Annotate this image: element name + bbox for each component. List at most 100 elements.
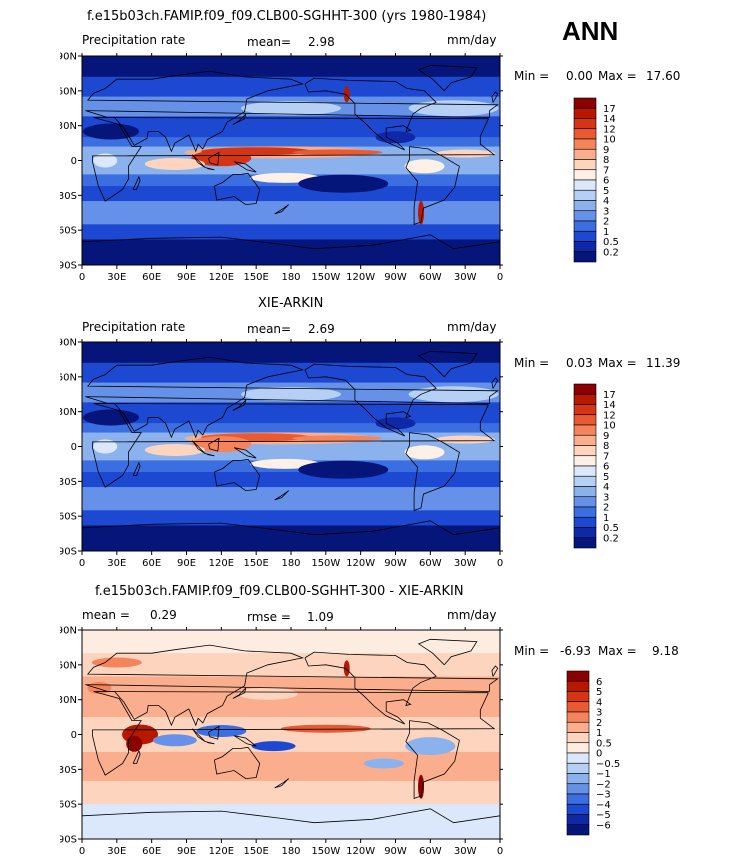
panel-2-title: XIE-ARKIN	[258, 296, 324, 311]
colorbar-swatch	[573, 414, 597, 426]
colorbar-label: 6	[603, 462, 609, 473]
panel-1-mean-label: mean=	[247, 35, 292, 49]
colorbar-label: 4	[596, 697, 602, 708]
colorbar-swatch	[573, 200, 597, 212]
coastline-segment	[85, 356, 499, 439]
x-tick-label: 0	[497, 272, 503, 283]
x-tick-label: 90E	[177, 272, 196, 283]
x-tick-label: 30E	[107, 272, 126, 283]
colorbar-label: 5	[603, 186, 609, 197]
colorbar-label: 3	[603, 492, 609, 503]
colorbar-swatch	[566, 680, 590, 692]
colorbar-label: 0.5	[603, 523, 619, 534]
coastline-segment	[274, 490, 289, 501]
colorbar-label: −5	[596, 810, 611, 821]
x-tick-label: 90W	[384, 846, 407, 857]
coastlines	[82, 350, 500, 536]
colorbar-swatch	[566, 721, 590, 733]
colorbar-swatch	[573, 97, 597, 109]
coastline-segment	[85, 644, 499, 727]
coastline-segment	[274, 204, 289, 215]
panel-2-mean-value: 2.69	[308, 322, 335, 336]
x-tick-label: 150W	[311, 272, 340, 283]
coastline-segment	[417, 350, 478, 378]
y-tick-label: 90S	[60, 835, 77, 846]
y-tick-label: 30N	[60, 407, 77, 418]
coastline-segment	[233, 161, 257, 173]
y-tick-label: 30S	[60, 191, 77, 202]
colorbar-swatch	[573, 138, 597, 150]
colorbar-label: 7	[603, 451, 609, 462]
panel-1-title: f.e15b03ch.FAMIP.f09_f09.CLB00-SGHHT-300…	[87, 9, 487, 24]
panel-1-max-label: Max =	[598, 69, 637, 83]
panel-1-min-value: 0.00	[566, 69, 593, 83]
y-tick-label: 60N	[60, 86, 77, 97]
coastline-segment	[205, 741, 215, 745]
season-label: ANN	[562, 16, 619, 46]
panel-2-units: mm/day	[447, 320, 497, 334]
map-field	[82, 342, 500, 551]
colorbar-swatch	[573, 128, 597, 140]
coastline-segment	[191, 154, 206, 168]
colorbar-label: 5	[603, 472, 609, 483]
coastline-segment	[82, 234, 500, 250]
colorbar-swatch	[566, 793, 590, 805]
panel-1-max-value: 17.60	[646, 69, 681, 83]
colorbar-label: 2	[603, 217, 609, 228]
y-tick-label: 30N	[60, 695, 77, 706]
colorbar-swatch	[566, 814, 590, 826]
panel-3-map: 030E60E90E120E150E180150W120W90W60W30W09…	[60, 626, 503, 858]
colorbar-swatch	[573, 210, 597, 222]
coastlines	[82, 638, 500, 824]
x-tick-label: 0	[79, 558, 85, 569]
colorbar-swatch	[573, 475, 597, 487]
x-tick-label: 150E	[243, 272, 268, 283]
y-tick-label: 30N	[60, 121, 77, 132]
colorbar-swatch	[573, 445, 597, 457]
coastline-segment	[304, 77, 437, 151]
colorbar-label: 0	[596, 749, 602, 760]
colorbar-label: 0.2	[603, 533, 619, 544]
colorbar-swatch	[573, 393, 597, 405]
colorbar-swatch	[573, 424, 597, 436]
y-tick-label: 0	[71, 442, 77, 453]
colorbar-swatch	[573, 506, 597, 518]
colorbar-swatch	[573, 434, 597, 446]
coastline-segment	[405, 432, 460, 511]
colorbar-swatch	[566, 701, 590, 713]
x-tick-label: 30W	[454, 558, 477, 569]
coastline-segment	[214, 458, 261, 492]
colorbar-label: 10	[603, 135, 616, 146]
coastline-segment	[191, 728, 206, 742]
coastline-segment	[233, 735, 257, 747]
y-tick-label: 60N	[60, 372, 77, 383]
colorbar-label: −1	[596, 769, 611, 780]
panel-3-title: f.e15b03ch.FAMIP.f09_f09.CLB00-SGHHT-300…	[95, 584, 464, 599]
coastline-segment	[232, 398, 247, 411]
colorbar-label: 9	[603, 145, 609, 156]
colorbar-label: −4	[596, 800, 611, 811]
x-tick-label: 120E	[209, 272, 234, 283]
colorbar-label: 6	[596, 677, 602, 688]
coastline-segment	[191, 440, 206, 454]
colorbar-label: 14	[603, 114, 616, 125]
coastline-segment	[92, 403, 496, 488]
colorbar-swatch	[573, 241, 597, 253]
colorbar-label: 1	[596, 728, 602, 739]
colorbar-label: 3	[596, 708, 602, 719]
panel-3-units: mm/day	[447, 608, 497, 622]
colorbar-label: 14	[603, 400, 616, 411]
colorbar-swatch	[573, 230, 597, 242]
colorbar-swatch	[573, 537, 597, 549]
colorbar-swatch	[573, 220, 597, 232]
coastline-segment	[417, 64, 478, 92]
x-tick-label: 180	[281, 272, 300, 283]
map-field	[82, 56, 500, 265]
coastline-segment	[304, 363, 437, 437]
x-tick-label: 0	[79, 272, 85, 283]
coastlines	[82, 64, 500, 250]
x-tick-label: 60E	[142, 272, 161, 283]
panel-3-min-label: Min =	[514, 644, 550, 658]
y-tick-label: 30S	[60, 765, 77, 776]
